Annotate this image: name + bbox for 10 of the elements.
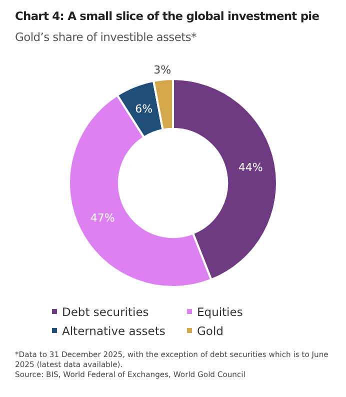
data-label: 6% [135,102,153,116]
legend-label: Equities [197,304,243,318]
chart-subtitle: Gold’s share of investible assets* [15,30,196,44]
data-label: 3% [154,63,172,76]
chart-title: Chart 4: A small slice of the global investment pie [15,9,320,23]
legend-label: Debt securities [62,304,149,318]
legend-label: Alternative assets [62,324,166,338]
legend-label: Gold [197,324,224,338]
data-label: 44% [238,161,263,174]
data-label: 47% [90,212,115,225]
